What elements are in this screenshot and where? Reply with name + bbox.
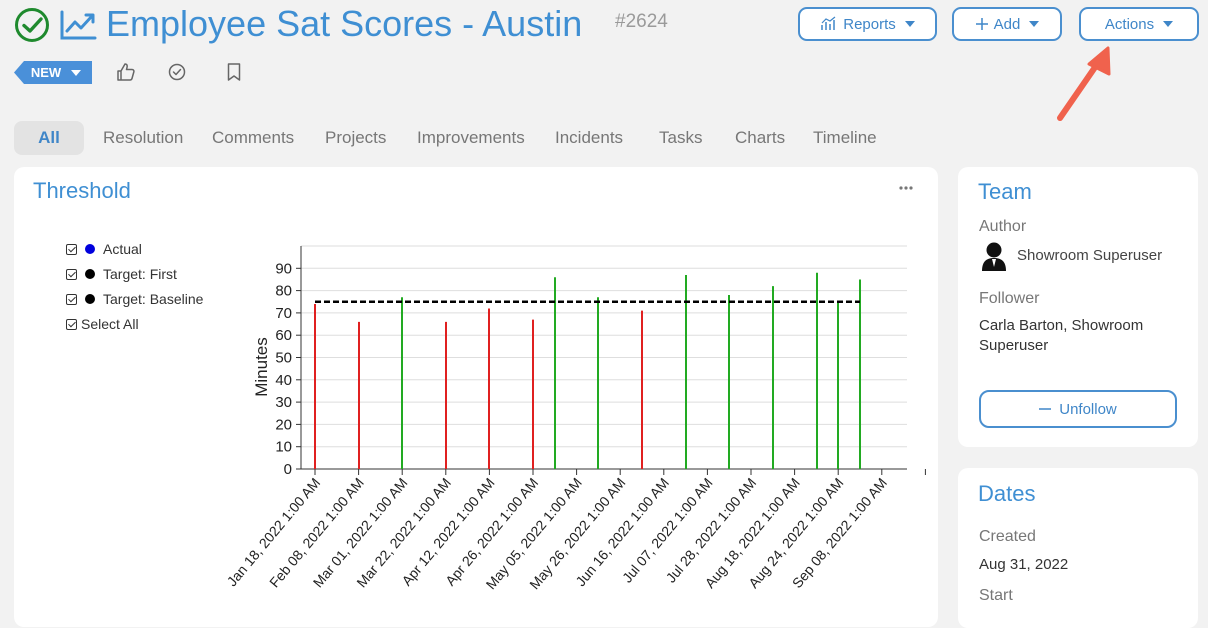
actions-label: Actions bbox=[1104, 15, 1155, 33]
series-dot-actual bbox=[85, 244, 95, 254]
created-value: Aug 31, 2022 bbox=[979, 556, 1069, 573]
created-label: Created bbox=[979, 528, 1036, 545]
followers-line-2: Superuser bbox=[979, 337, 1049, 354]
chevron-down-icon bbox=[904, 21, 915, 27]
dates-title: Dates bbox=[978, 481, 1036, 506]
chevron-down-icon bbox=[1029, 21, 1040, 27]
status-dropdown[interactable]: NEW bbox=[14, 61, 92, 84]
thumbs-up-icon[interactable] bbox=[115, 61, 137, 83]
unfollow-button[interactable]: Unfollow bbox=[979, 390, 1177, 428]
unfollow-label: Unfollow bbox=[1059, 400, 1117, 418]
add-label: Add bbox=[993, 15, 1021, 33]
legend-label-target-baseline: Target: Baseline bbox=[103, 291, 204, 307]
avatar bbox=[982, 242, 1006, 271]
minus-icon bbox=[1039, 408, 1052, 410]
start-label: Start bbox=[979, 587, 1013, 604]
page-title: Employee Sat Scores - Austin bbox=[106, 3, 583, 44]
author-label: Author bbox=[979, 218, 1027, 235]
status-label: NEW bbox=[30, 65, 62, 80]
tab-charts[interactable]: Charts bbox=[735, 128, 786, 147]
legend-label-actual: Actual bbox=[103, 241, 142, 257]
threshold-title: Threshold bbox=[33, 178, 131, 203]
reports-button[interactable]: Reports bbox=[798, 7, 937, 41]
y-tick-label: 30 bbox=[275, 394, 292, 411]
y-tick-label: 0 bbox=[284, 461, 292, 478]
tab-resolution[interactable]: Resolution bbox=[103, 128, 184, 147]
legend-label-target-first: Target: First bbox=[103, 266, 177, 282]
y-tick-label: 50 bbox=[275, 350, 292, 367]
tab-comments[interactable]: Comments bbox=[212, 128, 295, 147]
tab-all[interactable]: All bbox=[14, 121, 84, 155]
y-tick-label: 40 bbox=[275, 372, 292, 389]
actions-button[interactable]: Actions bbox=[1079, 7, 1199, 41]
dates-card: Dates Created Aug 31, 2022 Start bbox=[958, 468, 1198, 628]
add-button[interactable]: Add bbox=[952, 7, 1062, 41]
follower-label: Follower bbox=[979, 290, 1040, 307]
tab-improvements[interactable]: Improvements bbox=[417, 128, 525, 147]
bookmark-icon[interactable] bbox=[223, 61, 245, 83]
reports-chart-icon bbox=[821, 16, 836, 30]
y-tick-label: 20 bbox=[275, 416, 292, 433]
ticket-id: #2624 bbox=[615, 11, 668, 32]
reports-label: Reports bbox=[843, 15, 896, 33]
y-tick-label: 10 bbox=[275, 439, 292, 456]
legend-item-target-first[interactable]: Target: First bbox=[66, 266, 177, 282]
check-circle-icon[interactable] bbox=[166, 61, 188, 83]
series-dot-target-baseline bbox=[85, 294, 95, 304]
chevron-down-icon bbox=[1163, 21, 1174, 27]
legend-item-target-baseline[interactable]: Target: Baseline bbox=[66, 291, 203, 307]
more-options-icon[interactable] bbox=[898, 184, 914, 192]
y-tick-label: 80 bbox=[275, 283, 292, 300]
threshold-card: Threshold Actual Target: First Target: B… bbox=[14, 167, 938, 627]
tab-incidents[interactable]: Incidents bbox=[555, 128, 624, 147]
legend-item-actual[interactable]: Actual bbox=[66, 241, 142, 257]
plus-icon bbox=[975, 18, 988, 30]
annotation-arrow-icon bbox=[1057, 46, 1111, 121]
y-tick-label: 60 bbox=[275, 327, 292, 344]
team-card: Team Author Showroom Superuser Follower … bbox=[958, 167, 1198, 447]
resolved-check-icon bbox=[15, 8, 49, 42]
legend-item-select-all[interactable]: Select All bbox=[66, 316, 139, 332]
select-all-label: Select All bbox=[81, 316, 139, 332]
checkbox-checked-icon[interactable] bbox=[66, 318, 77, 330]
team-title: Team bbox=[978, 179, 1032, 204]
checkbox-checked-icon[interactable] bbox=[66, 243, 77, 255]
checkbox-checked-icon[interactable] bbox=[66, 268, 77, 280]
chevron-down-icon bbox=[71, 69, 82, 76]
y-tick-label: 90 bbox=[275, 260, 292, 277]
trend-chart-icon bbox=[60, 10, 97, 40]
series-dot-target-first bbox=[85, 269, 95, 279]
tab-projects[interactable]: Projects bbox=[325, 128, 387, 147]
followers-line-1: Carla Barton, Showroom bbox=[979, 317, 1144, 334]
tab-timeline[interactable]: Timeline bbox=[813, 128, 877, 147]
y-axis-label: Minutes bbox=[252, 337, 271, 397]
author-name: Showroom Superuser bbox=[1017, 247, 1163, 264]
y-tick-label: 70 bbox=[275, 305, 292, 322]
checkbox-checked-icon[interactable] bbox=[66, 293, 77, 305]
tab-tasks[interactable]: Tasks bbox=[659, 128, 703, 147]
